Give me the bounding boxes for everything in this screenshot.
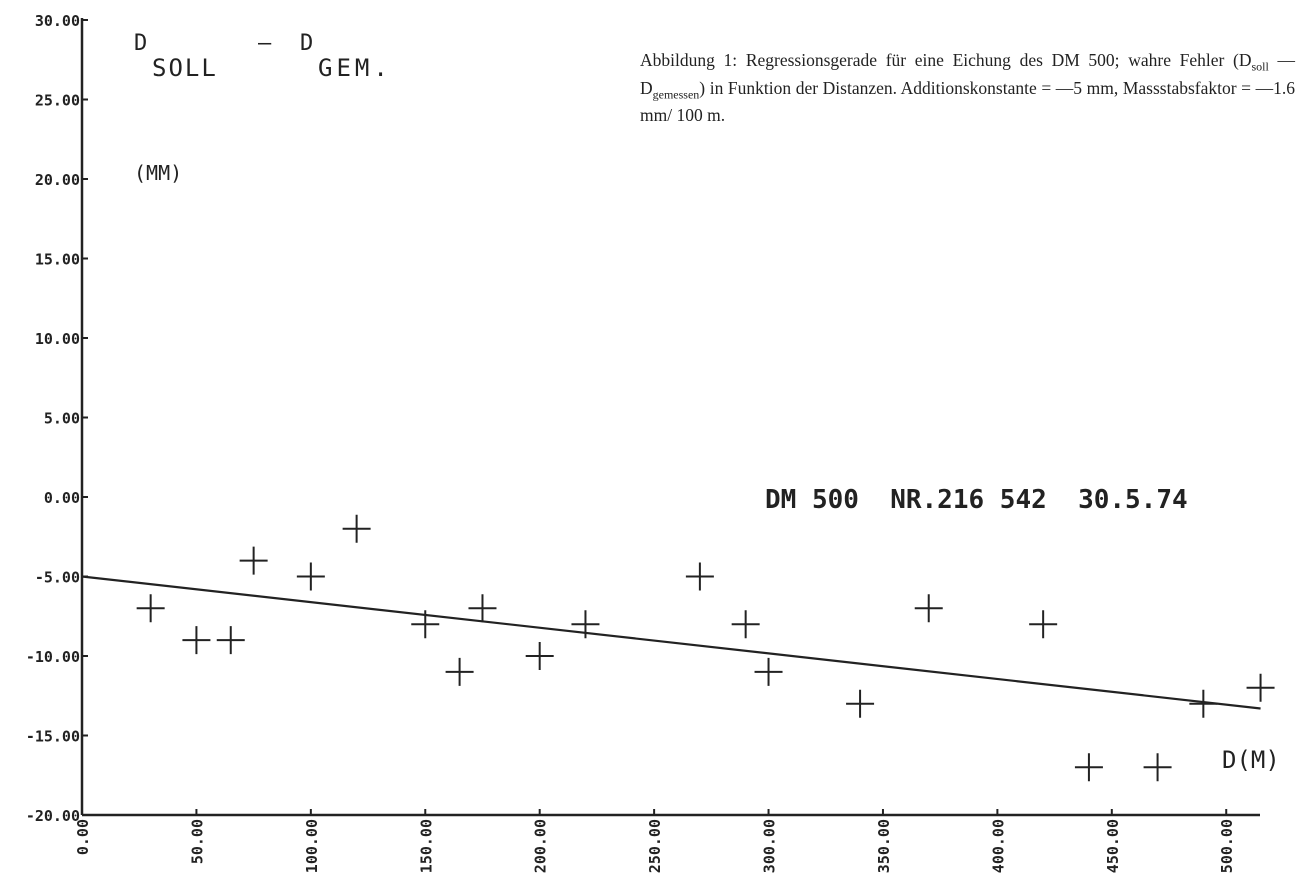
data-point xyxy=(342,514,371,543)
y-axis-label: D SOLL — D GEM. (MM) xyxy=(134,31,392,185)
y-label-sub2: GEM. xyxy=(318,54,392,82)
x-tick-label: 350.00 xyxy=(875,819,893,873)
data-point xyxy=(571,610,600,639)
x-tick-label: 100.00 xyxy=(303,819,321,873)
x-tick-label: 150.00 xyxy=(417,819,435,873)
y-tick-label: 25.00 xyxy=(35,92,80,110)
data-point xyxy=(1074,753,1103,782)
data-point xyxy=(1246,673,1275,702)
data-point xyxy=(1189,689,1218,718)
data-point xyxy=(445,657,474,686)
y-ticks: 30.00 25.00 20.00 15.00 10.00 5.00 0.00 -5.00 -1… xyxy=(26,12,88,825)
y-label-d1: D xyxy=(134,31,147,56)
y-tick-label: -20.00 xyxy=(26,807,80,825)
x-tick-label: 300.00 xyxy=(761,819,779,873)
data-point xyxy=(296,562,325,591)
data-point xyxy=(216,626,245,655)
caption-sub-soll: soll xyxy=(1251,59,1269,74)
x-tick-label: 0.00 xyxy=(74,819,92,855)
data-point xyxy=(239,546,268,575)
x-tick-label: 200.00 xyxy=(532,819,550,873)
x-ticks: 0.00 50.00 100.00 150.00 200.00 250.00 300.00 3… xyxy=(74,809,1236,873)
x-tick-label: 400.00 xyxy=(989,819,1007,873)
y-tick-label: 20.00 xyxy=(35,171,80,189)
caption-sub-gemessen: gemessen xyxy=(652,87,700,101)
figure-caption: Abbildung 1: Regressionsgerade für eine … xyxy=(640,50,1295,126)
x-tick-label: 450.00 xyxy=(1104,819,1122,873)
y-tick-label: -5.00 xyxy=(35,569,80,587)
regression-line-group xyxy=(81,575,1261,710)
y-tick-label: 0.00 xyxy=(44,489,80,507)
data-point xyxy=(1143,753,1172,782)
y-label-d2: D xyxy=(300,31,313,56)
caption-lead: Abbildung 1: Regressionsgerade für eine … xyxy=(640,50,1252,70)
x-tick-label: 50.00 xyxy=(188,819,206,864)
x-tick-label: 500.00 xyxy=(1218,819,1236,873)
data-point xyxy=(136,594,165,623)
data-point xyxy=(411,610,440,639)
y-tick-label: 5.00 xyxy=(44,410,80,428)
chart-title: DM 500 NR.216 542 30.5.74 xyxy=(765,485,1188,515)
caption-mid: — D xyxy=(640,50,1295,98)
y-tick-label: -10.00 xyxy=(26,648,80,666)
data-point xyxy=(754,657,783,686)
y-tick-label: 15.00 xyxy=(35,251,80,269)
data-point xyxy=(525,642,554,670)
data-point xyxy=(914,594,943,623)
x-tick-label: 250.00 xyxy=(646,819,664,873)
y-tick-label: -15.00 xyxy=(26,728,80,746)
y-label-dash: — xyxy=(258,31,272,56)
data-point xyxy=(182,626,211,655)
y-label-unit: (MM) xyxy=(134,161,182,185)
y-tick-label: 30.00 xyxy=(35,12,80,30)
chart-axes xyxy=(80,18,1260,817)
caption-tail: ) in Funktion der Distanzen. Additionsko… xyxy=(640,77,1295,126)
data-point xyxy=(731,610,760,639)
data-point xyxy=(1029,610,1058,639)
regression-line xyxy=(81,575,1261,710)
data-point xyxy=(468,594,497,623)
y-tick-label: 10.00 xyxy=(35,330,80,348)
data-point xyxy=(846,689,875,718)
x-axis-label: D(M) xyxy=(1222,746,1280,774)
data-points xyxy=(136,514,1275,782)
y-label-sub1: SOLL xyxy=(152,54,218,82)
data-point xyxy=(685,562,714,591)
